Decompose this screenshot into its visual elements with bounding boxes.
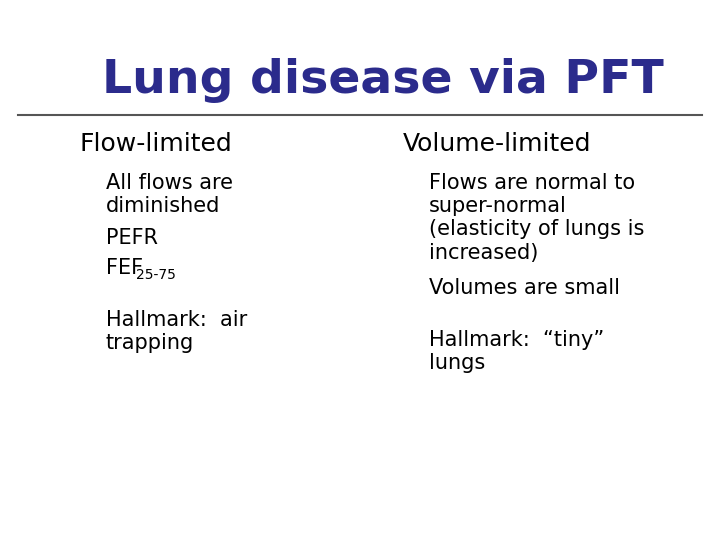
Text: Hallmark:  “tiny”
lungs: Hallmark: “tiny” lungs xyxy=(429,330,604,373)
Text: All flows are
diminished: All flows are diminished xyxy=(106,173,233,216)
Text: Lung disease via PFT: Lung disease via PFT xyxy=(102,58,664,103)
Text: Volumes are small: Volumes are small xyxy=(429,278,620,298)
Text: Hallmark:  air
trapping: Hallmark: air trapping xyxy=(106,310,247,353)
Text: Flow-limited: Flow-limited xyxy=(80,132,233,156)
Text: PEFR: PEFR xyxy=(106,228,158,248)
Text: Volume-limited: Volume-limited xyxy=(403,132,592,156)
Text: FEF: FEF xyxy=(106,258,143,278)
Text: 25-75: 25-75 xyxy=(136,268,176,282)
Text: Flows are normal to
super-normal
(elasticity of lungs is
increased): Flows are normal to super-normal (elasti… xyxy=(429,173,644,262)
